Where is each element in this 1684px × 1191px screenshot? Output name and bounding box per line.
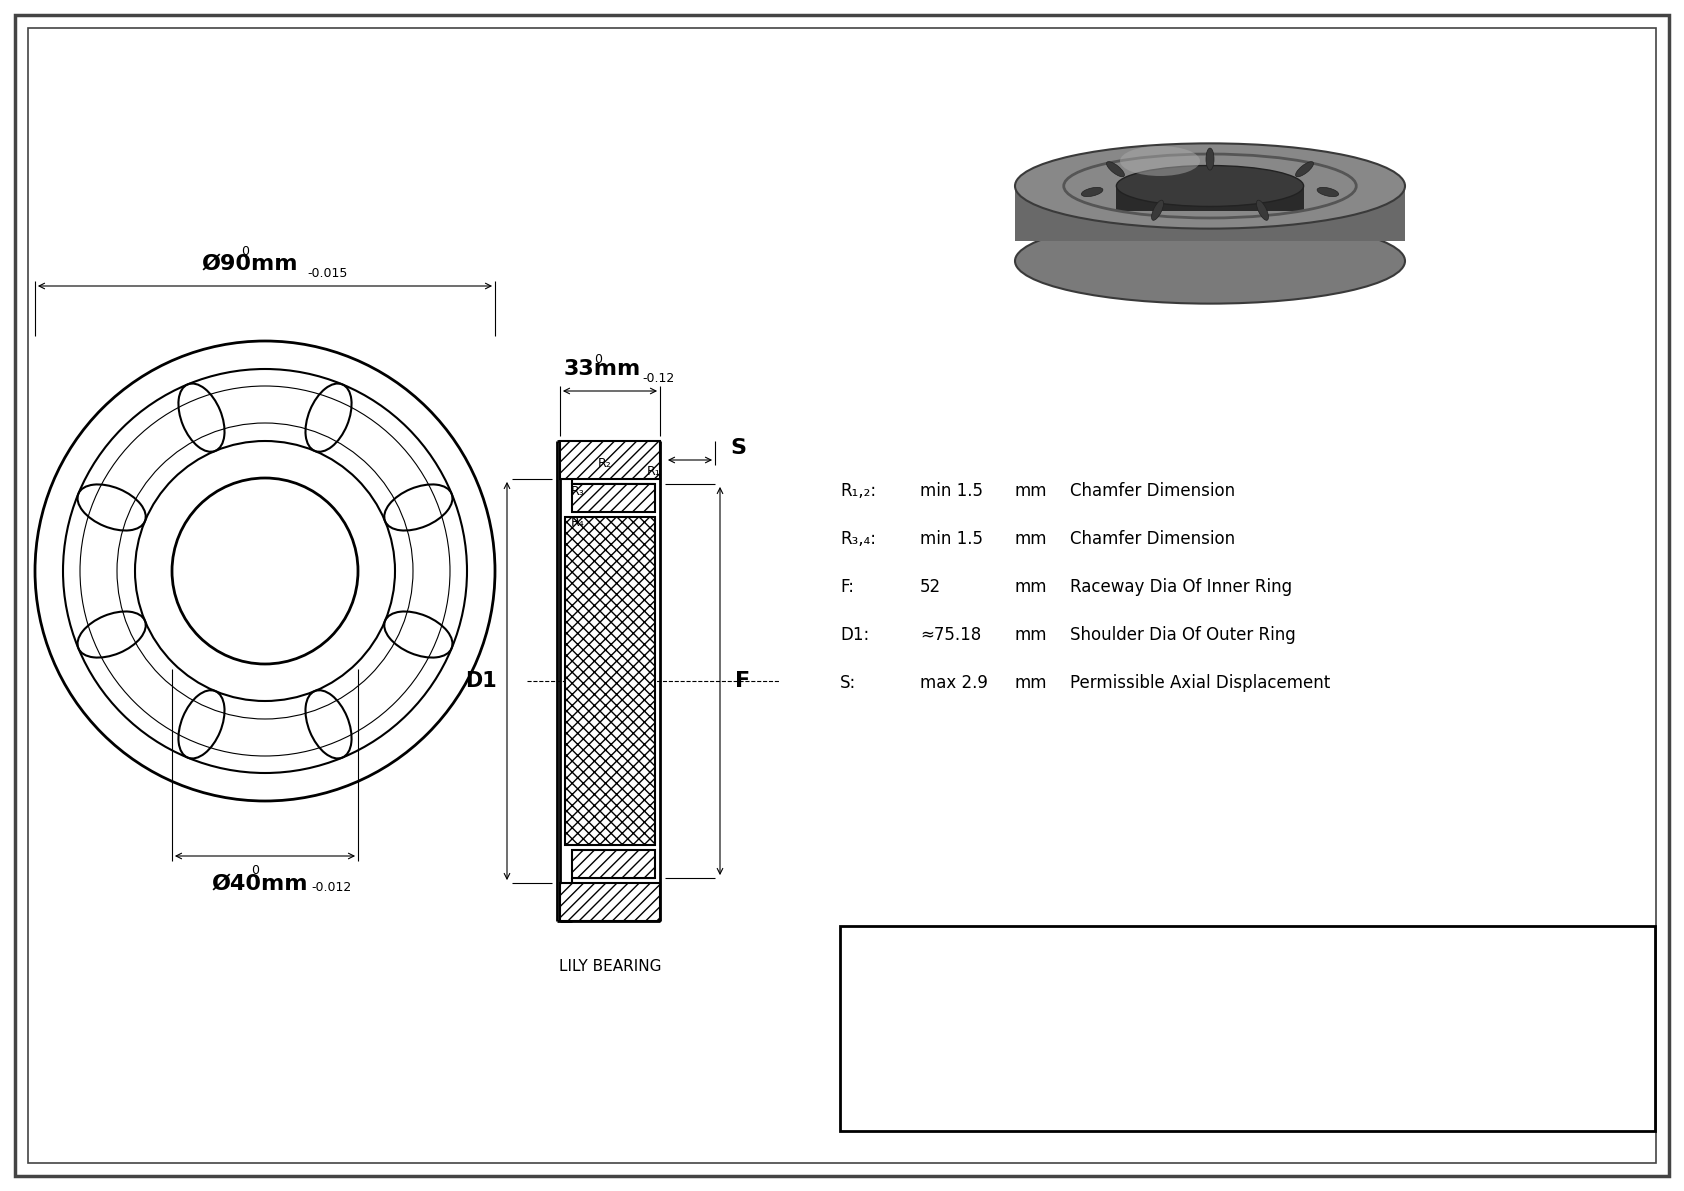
Text: Chamfer Dimension: Chamfer Dimension bbox=[1069, 530, 1234, 548]
Bar bbox=[573, 850, 655, 878]
Text: 33mm: 33mm bbox=[564, 358, 640, 379]
Bar bbox=[561, 883, 660, 921]
Text: Raceway Dia Of Inner Ring: Raceway Dia Of Inner Ring bbox=[1069, 578, 1292, 596]
Bar bbox=[573, 850, 655, 878]
Text: R₁: R₁ bbox=[647, 464, 660, 478]
Text: F: F bbox=[734, 671, 749, 691]
Text: -0.12: -0.12 bbox=[642, 372, 674, 385]
Text: Ø40mm: Ø40mm bbox=[212, 874, 308, 894]
Ellipse shape bbox=[1081, 187, 1103, 197]
Bar bbox=[1116, 186, 1303, 211]
Text: -0.012: -0.012 bbox=[312, 881, 352, 894]
Text: Part
Number: Part Number bbox=[869, 1060, 941, 1099]
Text: mm: mm bbox=[1015, 482, 1047, 500]
Text: 0: 0 bbox=[251, 863, 259, 877]
Ellipse shape bbox=[1317, 187, 1339, 197]
Text: F:: F: bbox=[840, 578, 854, 596]
Text: Email: lilybearing@lily-bearing.com: Email: lilybearing@lily-bearing.com bbox=[1218, 992, 1489, 1008]
Ellipse shape bbox=[1015, 143, 1404, 229]
Text: mm: mm bbox=[1015, 578, 1047, 596]
Text: 52: 52 bbox=[919, 578, 941, 596]
Text: LILY BEARING: LILY BEARING bbox=[559, 959, 662, 974]
Text: NU 2308 ECP Cylindrical Roller Bearings: NU 2308 ECP Cylindrical Roller Bearings bbox=[1103, 1070, 1521, 1090]
Text: max 2.9: max 2.9 bbox=[919, 674, 989, 692]
Text: D1: D1 bbox=[465, 671, 497, 691]
Bar bbox=[561, 883, 660, 921]
Bar bbox=[573, 484, 655, 512]
Text: 0: 0 bbox=[594, 353, 601, 366]
Text: mm: mm bbox=[1015, 530, 1047, 548]
Ellipse shape bbox=[1206, 148, 1214, 170]
Ellipse shape bbox=[1106, 162, 1125, 176]
Bar bbox=[561, 441, 660, 479]
Bar bbox=[840, 925, 1655, 1131]
Bar bbox=[573, 484, 655, 512]
Bar bbox=[561, 441, 660, 479]
Bar bbox=[566, 517, 655, 844]
Ellipse shape bbox=[1015, 218, 1404, 304]
Text: R₃: R₃ bbox=[571, 485, 584, 498]
Ellipse shape bbox=[1152, 200, 1164, 220]
Text: S: S bbox=[729, 438, 746, 459]
Text: Ø90mm: Ø90mm bbox=[202, 254, 298, 274]
Text: ≈75.18: ≈75.18 bbox=[919, 626, 982, 644]
Bar bbox=[566, 517, 655, 844]
Text: min 1.5: min 1.5 bbox=[919, 482, 983, 500]
Text: -0.015: -0.015 bbox=[306, 267, 347, 280]
Text: 0: 0 bbox=[241, 245, 249, 258]
Ellipse shape bbox=[1256, 200, 1268, 220]
Text: SHANGHAI LILY BEARING LIMITED: SHANGHAI LILY BEARING LIMITED bbox=[1157, 952, 1548, 972]
Text: Permissible Axial Displacement: Permissible Axial Displacement bbox=[1069, 674, 1330, 692]
Polygon shape bbox=[1015, 186, 1404, 241]
Ellipse shape bbox=[1116, 166, 1303, 206]
Ellipse shape bbox=[1120, 146, 1201, 176]
Text: R₂: R₂ bbox=[598, 457, 611, 470]
Text: min 1.5: min 1.5 bbox=[919, 530, 983, 548]
Text: R₄: R₄ bbox=[571, 516, 584, 529]
Text: mm: mm bbox=[1015, 626, 1047, 644]
Text: ®: ® bbox=[1036, 937, 1056, 956]
Text: LILY: LILY bbox=[881, 949, 1010, 1005]
Text: D1:: D1: bbox=[840, 626, 869, 644]
Text: mm: mm bbox=[1015, 674, 1047, 692]
Ellipse shape bbox=[1295, 162, 1314, 176]
Text: Chamfer Dimension: Chamfer Dimension bbox=[1069, 482, 1234, 500]
Text: R₁,₂:: R₁,₂: bbox=[840, 482, 876, 500]
Text: R₃,₄:: R₃,₄: bbox=[840, 530, 876, 548]
Text: S:: S: bbox=[840, 674, 855, 692]
Text: Shoulder Dia Of Outer Ring: Shoulder Dia Of Outer Ring bbox=[1069, 626, 1295, 644]
